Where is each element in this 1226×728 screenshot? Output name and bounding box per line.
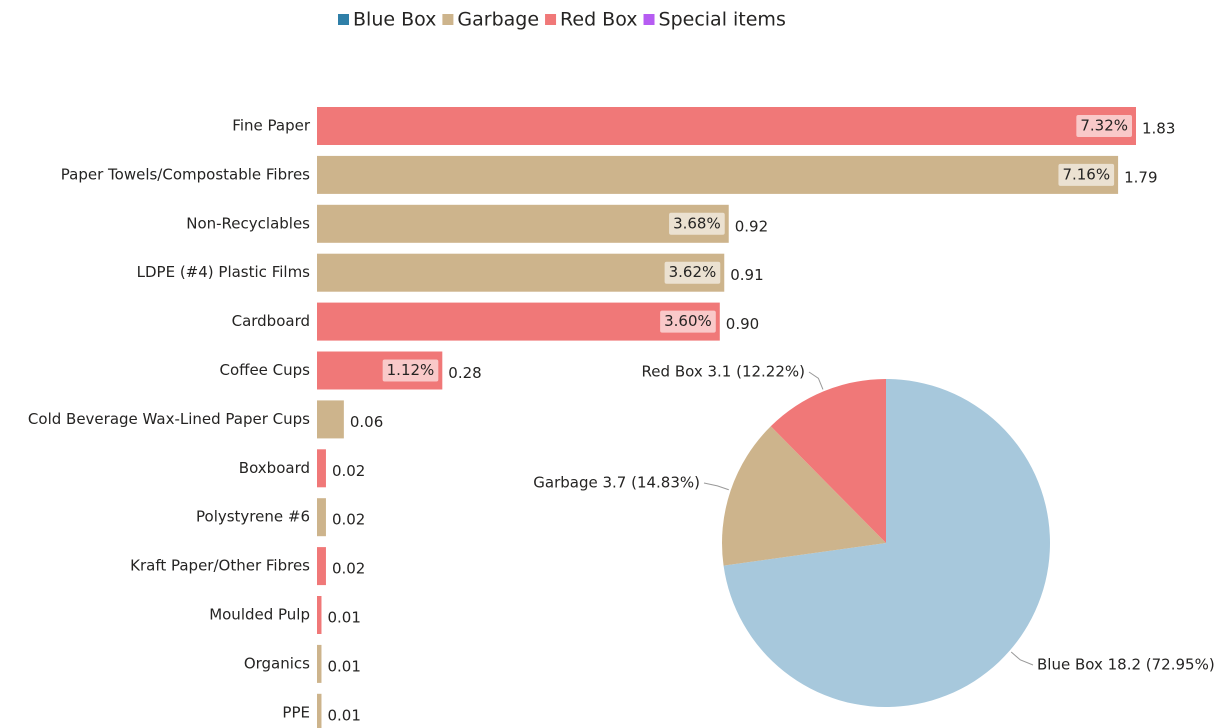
value-label: 0.06 — [350, 413, 383, 431]
bar — [317, 596, 322, 634]
category-label: Kraft Paper/Other Fibres — [130, 557, 310, 575]
value-label: 0.90 — [726, 315, 759, 333]
bar — [317, 693, 322, 728]
category-label: Fine Paper — [232, 117, 311, 135]
value-label: 0.01 — [327, 657, 360, 675]
value-label: 0.01 — [327, 706, 360, 724]
percent-label-group: 3.62% — [664, 261, 721, 284]
value-label: 0.02 — [332, 511, 365, 529]
pie-slice — [723, 379, 1050, 707]
percent-label-group: 7.32% — [1076, 115, 1132, 137]
value-label: 0.02 — [332, 560, 365, 578]
percent-label: 1.12% — [387, 361, 435, 379]
bar — [317, 498, 326, 537]
bar — [317, 204, 729, 243]
category-label: LDPE (#4) Plastic Films — [137, 263, 311, 281]
category-label: Non-Recyclables — [186, 214, 310, 232]
percent-label-group: 3.68% — [669, 212, 725, 235]
pie-label: Red Box 3.1 (12.22%) — [642, 363, 805, 381]
bar — [317, 302, 720, 341]
category-label: Boxboard — [239, 459, 310, 477]
category-label: Paper Towels/Compostable Fibres — [61, 165, 310, 183]
value-label: 0.91 — [730, 266, 763, 284]
percent-label: 3.60% — [664, 312, 712, 330]
leader-line — [703, 482, 729, 491]
value-label: 0.01 — [327, 609, 360, 627]
bar — [317, 547, 326, 586]
category-label: PPE — [282, 703, 310, 721]
bar — [317, 644, 322, 683]
value-label: 1.83 — [1142, 120, 1175, 138]
legend-swatch — [545, 14, 557, 25]
percent-label-bg — [664, 261, 721, 284]
pie-slice — [770, 379, 886, 543]
legend-label: Special items — [659, 9, 786, 31]
leader-line — [808, 371, 824, 390]
category-label: Moulded Pulp — [209, 606, 310, 624]
category-label: Organics — [244, 654, 310, 672]
percent-label-bg — [660, 310, 716, 333]
leader-line — [1010, 651, 1034, 666]
bar — [317, 155, 1119, 194]
percent-label-bg — [669, 212, 725, 235]
percent-label: 3.62% — [669, 263, 717, 281]
percent-label: 7.16% — [1062, 165, 1110, 183]
percent-label-group: 1.12% — [382, 359, 439, 382]
percent-label-group: 3.60% — [660, 310, 716, 333]
pie-label: Garbage 3.7 (14.83%) — [533, 474, 700, 492]
value-label: 0.02 — [332, 462, 365, 480]
category-label: Cold Beverage Wax-Lined Paper Cups — [28, 410, 310, 428]
bar — [317, 400, 344, 439]
percent-label: 7.32% — [1080, 117, 1128, 135]
percent-label-group: 7.16% — [1058, 163, 1115, 186]
value-label: 0.92 — [735, 217, 768, 235]
category-label: Cardboard — [232, 312, 310, 330]
legend-label: Blue Box — [353, 9, 436, 31]
bar — [317, 107, 1136, 145]
percent-label: 3.68% — [673, 214, 721, 232]
value-label: 1.79 — [1124, 168, 1157, 186]
legend-swatch — [643, 14, 655, 25]
legend-label: Garbage — [457, 9, 539, 31]
category-label: Coffee Cups — [219, 361, 310, 379]
category-label: Polystyrene #6 — [196, 508, 310, 526]
legend-swatch — [338, 14, 349, 25]
bar — [317, 449, 326, 488]
pie-label: Blue Box 18.2 (72.95%) — [1037, 656, 1215, 674]
bar — [317, 253, 725, 292]
pie-slice — [721, 426, 886, 566]
percent-label-bg — [1058, 163, 1115, 186]
value-label: 0.28 — [448, 364, 481, 382]
percent-label-bg — [1076, 115, 1132, 137]
legend-swatch — [442, 14, 454, 25]
legend-label: Red Box — [560, 9, 637, 31]
percent-label-bg — [382, 359, 439, 382]
